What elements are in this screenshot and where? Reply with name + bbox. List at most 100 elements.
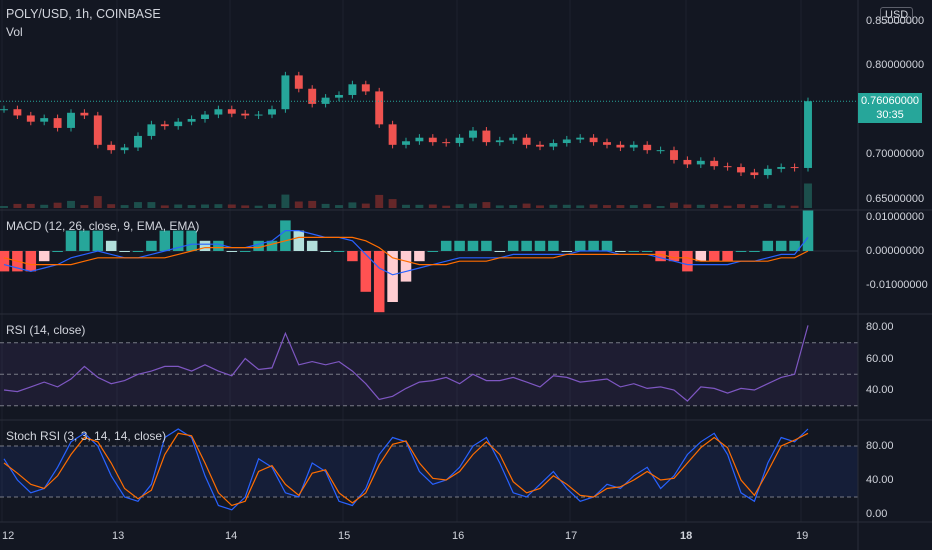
volume-bar [683,204,692,208]
volume-bar [308,200,317,208]
volume-bar [629,205,638,208]
macd-histogram-bar [722,251,733,262]
price-candle [335,94,343,98]
stoch-rsi-label[interactable]: Stoch RSI (3, 3, 14, 14, close) [6,429,167,443]
macd-histogram-bar [253,240,264,251]
grid-lines [1,0,802,522]
macd-histogram-bar [226,251,238,252]
price-candle [375,91,384,125]
volume-bar [696,204,705,208]
macd-histogram-bar [628,251,640,252]
volume-bar [13,203,22,208]
price-candle [227,109,236,114]
price-candle [643,144,652,151]
price-candle [241,113,250,116]
last-price-tag: 0.76060000 30:35 [858,93,922,123]
volume-bar [723,205,732,208]
volume-bar [536,205,544,208]
macd-pane[interactable] [0,210,858,313]
volume-bar [160,205,169,208]
price-candle [495,140,504,143]
time-axis-label: 16 [452,530,465,542]
price-candle [321,97,330,104]
macd-histogram-bar [119,251,130,252]
price-axis-label: 0.85000000 [866,15,925,27]
volume-bar [321,203,330,208]
price-candle [549,143,558,147]
price-candle [388,124,397,145]
volume-bar [469,203,477,208]
last-price-value: 0.76060000 [860,95,920,107]
price-pane[interactable] [0,71,858,208]
macd-histogram-bar [534,240,546,251]
volume-bar [375,194,384,208]
time-axis-label: 15 [338,530,351,542]
volume-bar [495,205,504,208]
price-candle [723,166,732,168]
candle-countdown: 30:35 [876,109,904,121]
volume-bar [348,202,357,208]
macd-label[interactable]: MACD (12, 26, close, 9, EMA, EMA) [6,219,200,233]
price-candle [415,137,424,142]
macd-histogram-bar [507,240,519,251]
volume-bar [335,205,343,208]
macd-histogram-bar [802,210,814,251]
macd-histogram-bar [146,240,157,251]
price-candle [134,135,142,148]
volume-label: Vol [6,25,23,39]
price-candle [0,109,8,111]
price-candle [67,112,75,128]
price-candle [348,84,357,95]
macd-axis-label: 0.01000000 [866,211,925,223]
price-candle [589,137,598,143]
volume-bar [281,194,290,208]
macd-histogram-bar [454,240,465,251]
volume-bar [26,203,35,208]
stoch-rsi-pane[interactable] [0,428,858,511]
price-candle [469,130,477,138]
price-axis-label: 0.65000000 [866,193,925,205]
price-candle [281,75,290,110]
volume-bar [603,205,611,208]
price-axis-label: 0.70000000 [866,148,925,160]
macd-histogram-bar [25,251,37,272]
volume-bar [790,205,799,208]
volume-bar [455,204,464,208]
macd-histogram-bar [105,240,117,251]
macd-histogram-bar [615,251,626,252]
price-candle [174,121,183,127]
volume-bar [241,205,250,208]
macd-histogram-bar [481,240,492,251]
macd-histogram-bar [213,240,224,251]
macd-histogram-bar [159,230,171,251]
price-candle [576,137,585,140]
macd-histogram-bar [293,230,305,251]
price-candle [442,142,451,144]
macd-histogram-bar [239,251,251,252]
rsi-label[interactable]: RSI (14, close) [6,323,86,337]
volume-bar [777,205,786,208]
stoch-band [0,446,858,497]
macd-histogram-bar [427,251,439,252]
macd-histogram-bar [38,251,50,262]
rsi-pane[interactable] [0,325,858,407]
price-candle [522,137,531,145]
volume-bar [107,204,116,208]
currency-badge[interactable]: USD [880,7,914,23]
symbol-title[interactable]: POLY/USD, 1h, COINBASE [6,7,161,21]
macd-histogram-bar [306,240,318,251]
volume-bar [562,204,571,208]
time-axis-label: 19 [796,530,809,542]
volume-bar [656,206,665,208]
macd-histogram-bar [360,251,372,292]
volume-bar [482,202,491,208]
volume-bar [549,204,558,208]
volume-bar [670,202,678,208]
volume-bar [763,203,772,208]
time-axis-label: 12 [2,530,15,542]
price-candle [361,84,370,92]
macd-histogram-bar [333,251,345,252]
price-candle [201,114,209,120]
